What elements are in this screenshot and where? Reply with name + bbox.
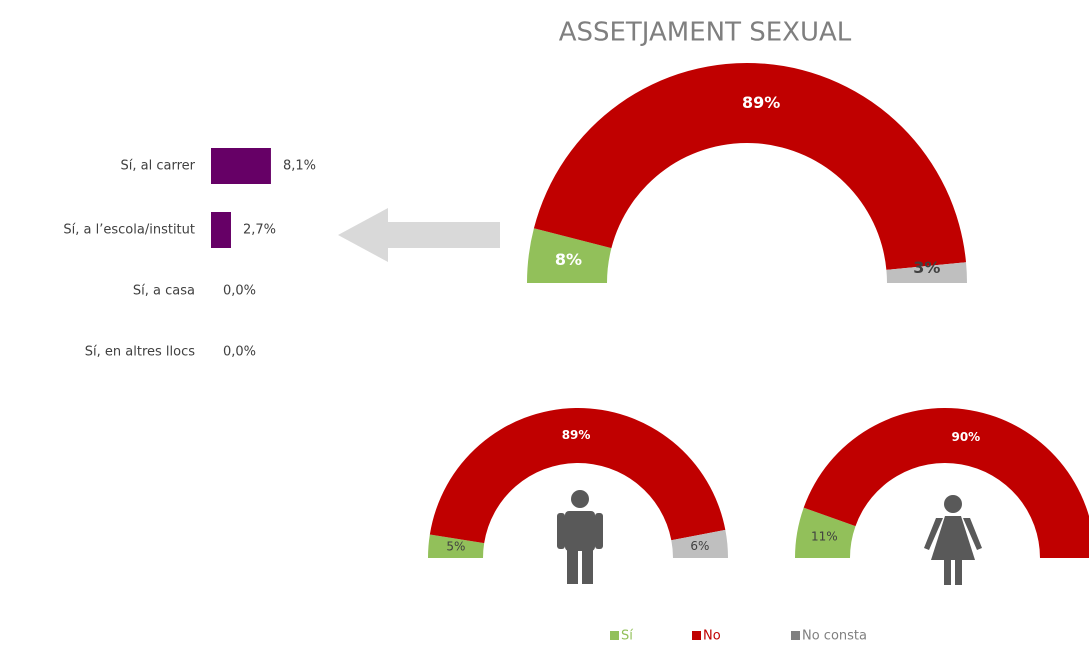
data-label: 6%	[690, 539, 709, 553]
category-label: Sí, a casa	[133, 284, 195, 299]
donut-segment	[803, 408, 1089, 558]
value-label: 0,0%	[223, 345, 256, 360]
category-label: Sí, a l’escola/institut	[63, 223, 195, 238]
woman-icon	[924, 495, 982, 585]
data-label: 90%	[951, 430, 980, 444]
data-label: 11%	[811, 530, 838, 544]
category-label: Sí, en altres llocs	[85, 345, 195, 360]
man-icon	[557, 490, 603, 584]
donut-segment	[527, 228, 612, 283]
data-label: 3%	[913, 258, 940, 277]
bar	[211, 148, 271, 184]
donut-segment	[428, 534, 485, 558]
legend-swatch	[610, 631, 619, 640]
donut-segment	[795, 507, 856, 558]
bar	[211, 212, 231, 248]
data-label: 89%	[742, 93, 780, 112]
legend-label: Sí	[621, 629, 633, 644]
value-label: 0,0%	[223, 284, 256, 299]
donut-segment	[533, 62, 967, 270]
data-label: 5%	[446, 540, 465, 554]
donut-segment	[671, 529, 728, 558]
legend-label: No consta	[802, 629, 867, 644]
data-label: 89%	[562, 428, 591, 442]
donut-segment	[429, 408, 726, 544]
data-label: 8%	[555, 250, 582, 269]
category-label: Sí, al carrer	[121, 159, 196, 174]
legend-swatch	[692, 631, 701, 640]
legend-swatch	[791, 631, 800, 640]
value-label: 2,7%	[243, 223, 276, 238]
title: ASSETJAMENT SEXUAL	[559, 18, 852, 48]
donut-segment	[886, 262, 967, 283]
value-label: 8,1%	[283, 159, 316, 174]
arrow	[338, 208, 500, 262]
legend-label: No	[703, 629, 721, 644]
